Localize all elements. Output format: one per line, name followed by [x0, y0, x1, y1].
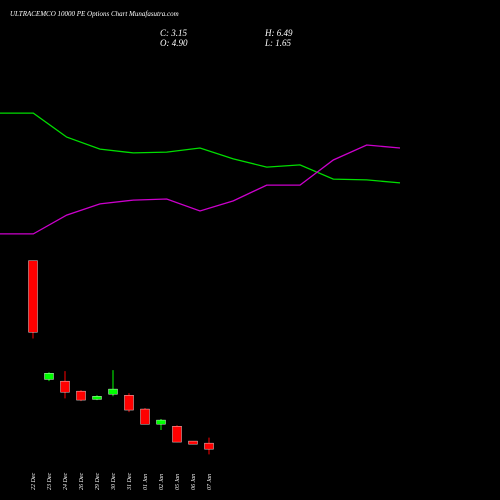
candle-body — [44, 373, 54, 380]
x-tick-label: 26 Dec — [79, 473, 85, 490]
stat: H: 6.49 — [264, 28, 293, 38]
candle-body — [28, 260, 38, 333]
candle-body — [140, 408, 150, 425]
candle-body — [108, 388, 118, 395]
indicator-line — [0, 112, 401, 184]
candle-body — [156, 419, 166, 425]
x-tick-label: 23 Dec — [47, 473, 53, 490]
x-tick-label: 22 Dec — [31, 473, 37, 490]
candle-body — [92, 396, 102, 400]
candle-body — [60, 380, 70, 393]
candle-body — [172, 426, 182, 443]
x-tick-label: 31 Dec — [127, 473, 133, 491]
candle-body — [188, 440, 198, 445]
x-tick-label: 01 Jan — [143, 474, 149, 490]
candle-body — [76, 390, 86, 401]
x-tick-label: 02 Jan — [159, 474, 165, 490]
stat: O: 4.90 — [160, 38, 188, 48]
x-tick-label: 29 Dec — [95, 473, 101, 490]
x-tick-label: 05 Jan — [175, 474, 181, 490]
stat: C: 3.15 — [160, 28, 188, 38]
candle-body — [204, 442, 214, 450]
chart-title: ULTRACEMCO 10000 PE Options Chart Munafa… — [10, 10, 179, 18]
x-tick-label: 07 Jan — [207, 474, 213, 490]
stat: L: 1.65 — [264, 38, 292, 48]
x-tick-label: 06 Jan — [191, 474, 197, 490]
x-tick-label: 30 Dec — [111, 473, 117, 491]
candle-body — [124, 395, 134, 411]
indicator-line — [0, 144, 401, 235]
x-tick-label: 24 Dec — [62, 473, 69, 490]
